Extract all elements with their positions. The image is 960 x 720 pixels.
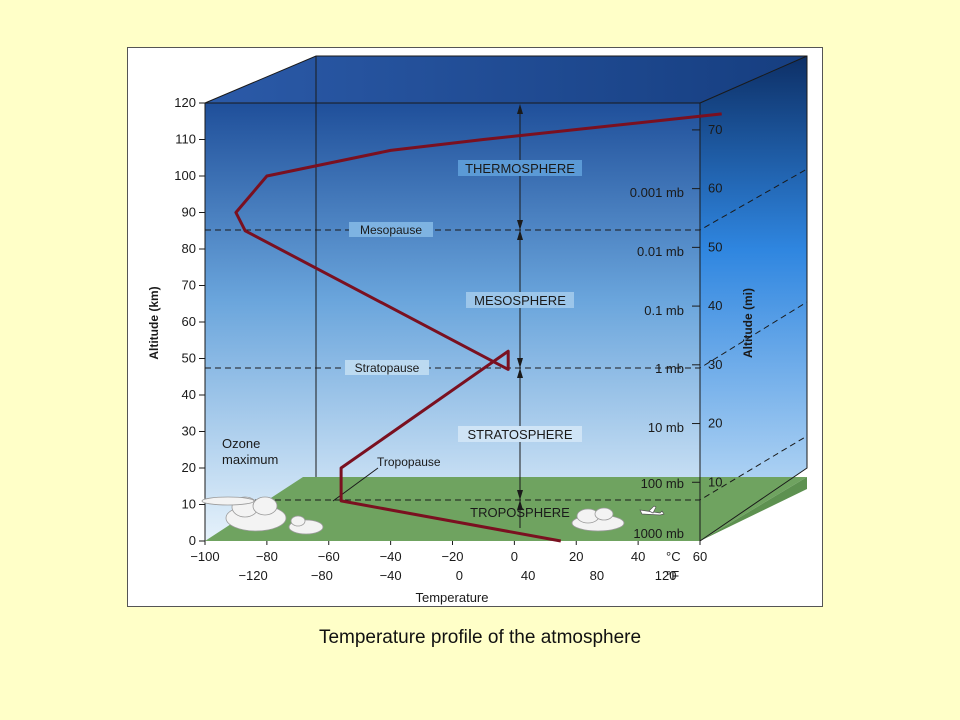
celsius-tick-label: 40 (631, 549, 645, 564)
ground-floor (205, 477, 807, 541)
celsius-tick-label: −80 (256, 549, 278, 564)
temperature-axis-title: Temperature (416, 590, 489, 605)
pressure-label: 100 mb (641, 476, 684, 491)
fahrenheit-tick-label: 0 (456, 568, 463, 583)
stratopause-label: Stratopause (355, 361, 420, 375)
fahrenheit-tick-label: −120 (238, 568, 267, 583)
celsius-tick-label: 60 (693, 549, 707, 564)
thermosphere-label: THERMOSPHERE (465, 161, 575, 176)
km-tick-label: 50 (182, 351, 196, 366)
altitude-mi-axis-title: Altitude (mi) (741, 288, 755, 358)
celsius-tick-label: −20 (441, 549, 463, 564)
fahrenheit-axis: −120 −80 −40 0 40 80 120 (238, 568, 676, 583)
mi-tick-label: 40 (708, 298, 722, 313)
box-front-face (205, 103, 700, 541)
tropopause-label: Tropopause (377, 455, 441, 469)
airplane-icon (639, 505, 665, 516)
mi-tick-label: 20 (708, 416, 722, 431)
cloud-icon (201, 496, 625, 535)
km-tick-label: 40 (182, 387, 196, 402)
altitude-km-axis: 0 10 20 30 40 50 60 70 80 90 100 110 120 (174, 95, 205, 548)
ozone-label-line2: maximum (222, 452, 278, 467)
altitude-mi-axis: 10 20 30 40 50 60 70 (692, 122, 722, 489)
fahrenheit-tick-label: 40 (521, 568, 535, 583)
celsius-tick-label: 0 (511, 549, 518, 564)
box-side-face (700, 56, 807, 541)
pressure-label: 0.1 mb (644, 303, 684, 318)
pressure-labels: 1000 mb 100 mb 10 mb 1 mb 0.1 mb 0.01 mb… (630, 185, 684, 541)
fahrenheit-tick-label: 120 (655, 568, 677, 583)
pressure-label: 0.001 mb (630, 185, 684, 200)
mi-tick-label: 70 (708, 122, 722, 137)
troposphere-label: TROPOSPHERE (470, 505, 570, 520)
tropopause-line (205, 435, 808, 501)
mi-tick-label: 50 (708, 239, 722, 254)
stratosphere-label: STRATOSPHERE (468, 427, 573, 442)
km-tick-label: 100 (174, 168, 196, 183)
km-tick-label: 0 (189, 533, 196, 548)
mi-tick-label: 30 (708, 357, 722, 372)
km-tick-label: 120 (174, 95, 196, 110)
mi-tick-label: 60 (708, 181, 722, 196)
pressure-label: 0.01 mb (637, 244, 684, 259)
celsius-tick-label: −40 (380, 549, 402, 564)
atmosphere-diagram: THERMOSPHERE MESOSPHERE STRATOSPHERE TRO… (147, 55, 808, 605)
celsius-tick-label: −100 (190, 549, 219, 564)
celsius-tick-label: 20 (569, 549, 583, 564)
pressure-label: 1000 mb (633, 526, 684, 541)
km-tick-label: 80 (182, 241, 196, 256)
km-tick-label: 30 (182, 424, 196, 439)
fahrenheit-tick-label: −40 (380, 568, 402, 583)
zone-arrows (517, 104, 523, 528)
zone-labels: THERMOSPHERE MESOSPHERE STRATOSPHERE TRO… (458, 160, 582, 520)
temperature-profile-line (234, 112, 722, 543)
altitude-km-axis-title: Altitude (km) (147, 286, 161, 359)
km-tick-label: 110 (175, 132, 196, 147)
fahrenheit-unit: °F (666, 568, 679, 583)
km-tick-label: 20 (182, 460, 196, 475)
km-tick-label: 70 (182, 278, 196, 293)
figure-caption: Temperature profile of the atmosphere (318, 627, 642, 648)
celsius-tick-label: −60 (318, 549, 340, 564)
celsius-axis: −100 −80 −60 −40 −20 0 20 40 60 (190, 541, 707, 564)
top-right-edge (699, 55, 808, 104)
fahrenheit-tick-label: 80 (590, 568, 604, 583)
fahrenheit-tick-label: −80 (311, 568, 333, 583)
mi-tick-label: 10 (708, 474, 722, 489)
pressure-label: 1 mb (655, 361, 684, 376)
ground-side (700, 477, 807, 541)
ozone-label-line1: Ozone (222, 436, 260, 451)
figure-panel: THERMOSPHERE MESOSPHERE STRATOSPHERE TRO… (127, 47, 823, 607)
km-tick-label: 90 (182, 205, 196, 220)
km-tick-label: 60 (182, 314, 196, 329)
mesopause-label: Mesopause (360, 223, 422, 237)
mesosphere-label: MESOSPHERE (474, 293, 566, 308)
celsius-unit: °C (666, 549, 681, 564)
box-top-face (205, 56, 807, 103)
km-tick-label: 10 (182, 497, 196, 512)
pressure-label: 10 mb (648, 420, 684, 435)
